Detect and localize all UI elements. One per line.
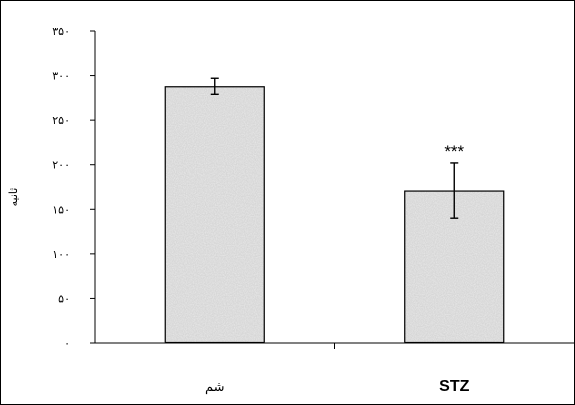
y-tick-label: ۳۰۰ xyxy=(52,70,70,83)
y-tick-label: ۲۵۰ xyxy=(52,114,70,127)
bar-texture xyxy=(164,86,265,344)
y-tick-label: ۳۵۰ xyxy=(52,25,70,38)
y-tick-label: ۱۰۰ xyxy=(52,248,70,261)
y-axis-label: ثانیه xyxy=(7,188,20,207)
x-category-label: شم xyxy=(205,380,225,395)
bar-group xyxy=(404,162,505,344)
y-tick-label: ۵۰ xyxy=(58,292,70,305)
y-tick-label: ۲۰۰ xyxy=(52,159,70,172)
x-category-label: STZ xyxy=(439,378,469,395)
labels: ۰ ۵۰ ۱۰۰ ۱۵۰ ۲۰۰ ۲۵۰ ۳۰۰ ۳۵۰ شم *** STZ ثانیه xyxy=(7,25,470,395)
y-tick-label: ۰ xyxy=(64,337,70,350)
y-tick-label: ۱۵۰ xyxy=(52,203,70,216)
bars xyxy=(164,77,505,344)
significance-label: *** xyxy=(444,142,464,161)
bar-group xyxy=(164,77,265,344)
